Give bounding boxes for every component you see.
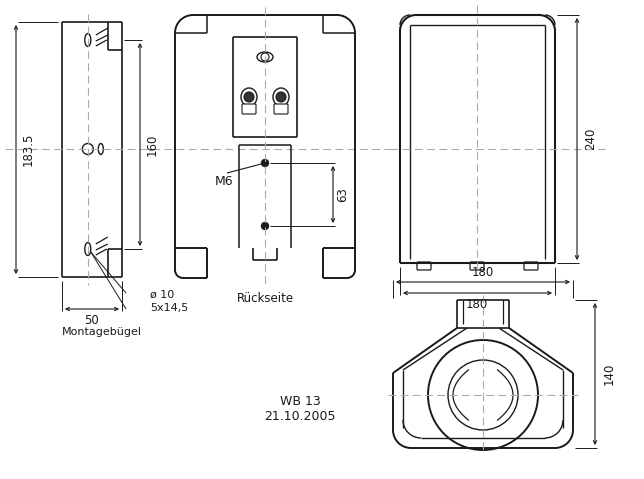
- Ellipse shape: [257, 52, 273, 62]
- Text: 240: 240: [585, 128, 598, 150]
- Text: M6: M6: [215, 174, 234, 187]
- Text: 140: 140: [603, 363, 616, 385]
- Text: 180: 180: [466, 298, 488, 311]
- Circle shape: [82, 144, 93, 155]
- Text: 180: 180: [472, 265, 494, 278]
- Text: WB 13
21.10.2005: WB 13 21.10.2005: [264, 395, 336, 423]
- Text: ø 10: ø 10: [150, 290, 175, 300]
- Circle shape: [261, 223, 269, 229]
- Circle shape: [261, 160, 269, 167]
- Ellipse shape: [85, 34, 91, 46]
- FancyBboxPatch shape: [274, 104, 288, 114]
- Text: 160: 160: [146, 133, 158, 156]
- Text: 183.5: 183.5: [21, 133, 35, 166]
- FancyBboxPatch shape: [470, 262, 484, 270]
- Circle shape: [448, 360, 518, 430]
- Circle shape: [428, 340, 538, 450]
- FancyBboxPatch shape: [524, 262, 538, 270]
- Text: 63: 63: [337, 187, 350, 202]
- Ellipse shape: [85, 242, 91, 255]
- Ellipse shape: [273, 88, 289, 106]
- Circle shape: [261, 53, 269, 61]
- Text: Montagebügel: Montagebügel: [62, 327, 142, 337]
- Ellipse shape: [99, 144, 103, 155]
- Circle shape: [276, 92, 286, 102]
- FancyBboxPatch shape: [417, 262, 431, 270]
- Circle shape: [244, 92, 254, 102]
- Text: Rückseite: Rückseite: [236, 292, 294, 305]
- FancyBboxPatch shape: [242, 104, 256, 114]
- Text: 50: 50: [84, 315, 99, 328]
- Text: 5x14,5: 5x14,5: [150, 303, 188, 313]
- Ellipse shape: [241, 88, 257, 106]
